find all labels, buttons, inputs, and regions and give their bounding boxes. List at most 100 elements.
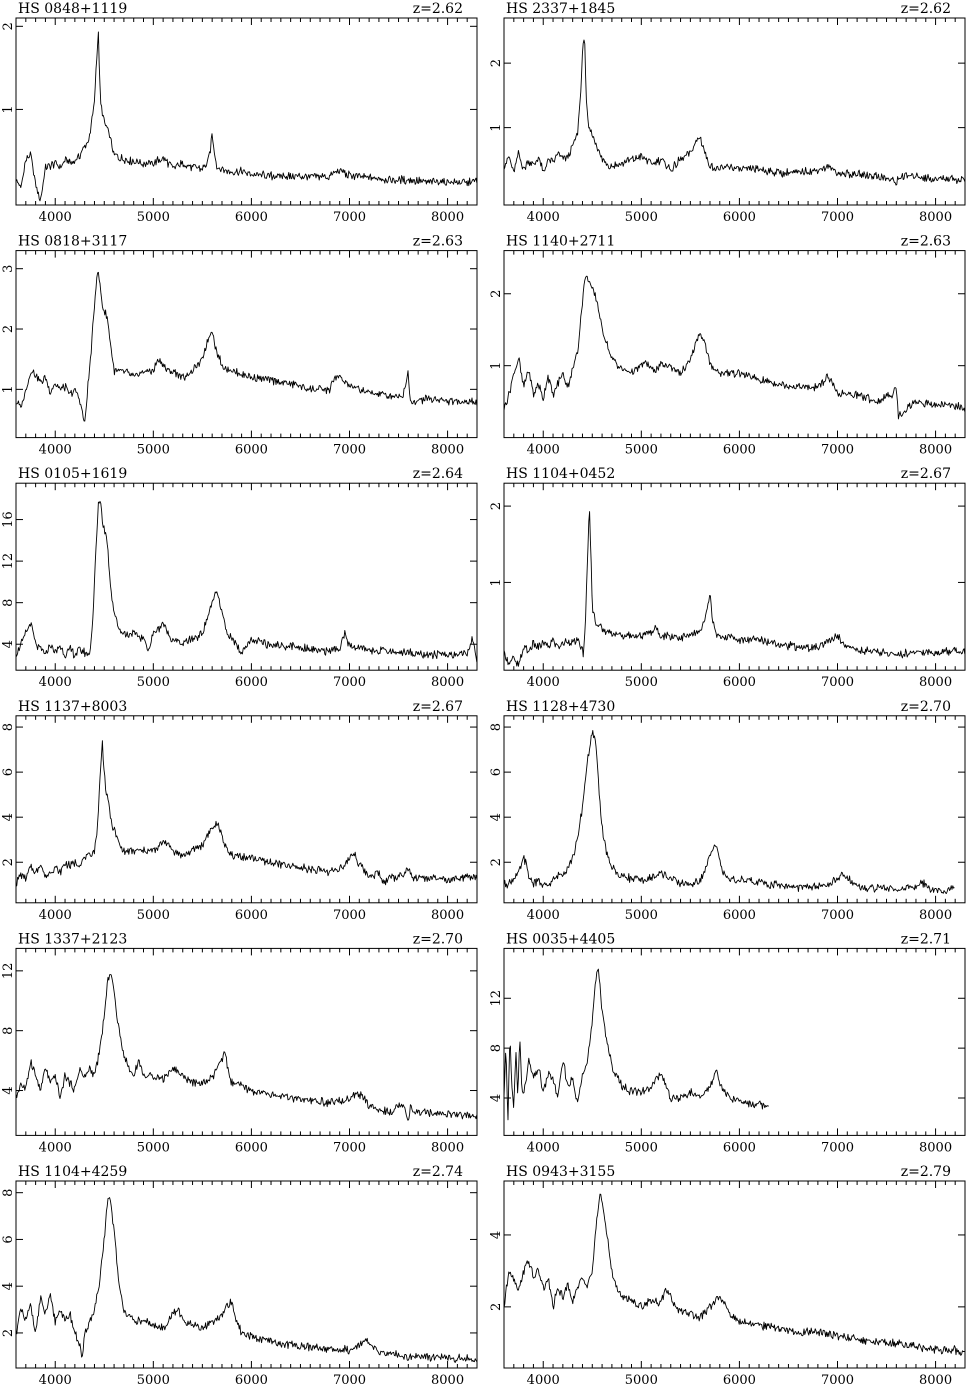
object-name: HS 1140+2711 xyxy=(506,234,615,250)
panel-frame xyxy=(15,715,478,904)
x-tick-label: 6000 xyxy=(723,1140,756,1155)
object-name: HS 0818+3117 xyxy=(18,234,127,250)
panel-frame xyxy=(503,1180,966,1369)
x-tick-label: 5000 xyxy=(137,1140,170,1155)
x-tick-label: 8000 xyxy=(919,210,952,225)
redshift-label: z=2.71 xyxy=(901,931,951,947)
y-tick-label: 4 xyxy=(1,813,16,821)
y-tick-label: 4 xyxy=(1,1086,16,1094)
x-tick-label: 5000 xyxy=(625,908,658,923)
x-tick-label: 7000 xyxy=(821,1140,854,1155)
object-name: HS 1128+4730 xyxy=(506,699,615,715)
panel-frame xyxy=(15,17,478,206)
spectrum-panel: HS 0818+3117 z=2.63 4000 5000 6000 7000 8000 1 2… xyxy=(1,234,478,458)
redshift-label: z=2.62 xyxy=(413,1,463,17)
spectrum-line xyxy=(503,39,966,186)
x-tick-label: 4000 xyxy=(39,1373,72,1386)
x-tick-label: 8000 xyxy=(919,675,952,690)
x-tick-label: 5000 xyxy=(137,443,170,458)
spectrum-line xyxy=(15,271,478,422)
y-tick-label: 1 xyxy=(489,123,504,131)
spectrum-line xyxy=(15,500,478,663)
y-tick-label: 6 xyxy=(1,768,16,776)
x-tick-label: 6000 xyxy=(235,908,268,923)
spectrum-panel: HS 1137+8003 z=2.67 4000 5000 6000 7000 8000 2 4… xyxy=(1,699,478,923)
panel-frame xyxy=(15,947,478,1136)
x-tick-label: 8000 xyxy=(919,1373,952,1386)
spectrum-line xyxy=(503,1193,965,1356)
x-tick-label: 8000 xyxy=(919,908,952,923)
y-tick-label: 4 xyxy=(1,640,16,648)
x-tick-label: 5000 xyxy=(625,675,658,690)
x-tick-label: 7000 xyxy=(821,908,854,923)
x-tick-label: 5000 xyxy=(625,1373,658,1386)
x-tick-label: 7000 xyxy=(821,1373,854,1386)
x-tick-label: 6000 xyxy=(235,210,268,225)
x-tick-label: 6000 xyxy=(723,675,756,690)
y-tick-label: 12 xyxy=(1,553,16,570)
spectrum-line xyxy=(15,974,478,1121)
x-tick-label: 4000 xyxy=(527,675,560,690)
y-tick-label: 12 xyxy=(1,963,16,980)
object-name: HS 1104+4259 xyxy=(18,1164,127,1180)
y-tick-label: 2 xyxy=(489,502,504,510)
spectrum-line xyxy=(15,740,478,887)
panel-frame xyxy=(15,250,478,439)
spectrum-line xyxy=(503,511,966,667)
redshift-label: z=2.67 xyxy=(901,466,951,482)
y-tick-label: 8 xyxy=(1,1027,16,1035)
x-tick-label: 6000 xyxy=(235,1373,268,1386)
x-tick-label: 6000 xyxy=(235,675,268,690)
panel-frame xyxy=(503,250,966,439)
spectrum-line xyxy=(15,31,478,202)
object-name: HS 1337+2123 xyxy=(18,931,127,947)
x-tick-label: 5000 xyxy=(137,675,170,690)
spectrum-line xyxy=(503,968,769,1121)
y-tick-label: 4 xyxy=(489,1094,504,1102)
object-name: HS 0848+1119 xyxy=(18,1,127,17)
redshift-label: z=2.74 xyxy=(413,1164,463,1180)
y-tick-label: 8 xyxy=(1,599,16,607)
x-tick-label: 8000 xyxy=(431,675,464,690)
x-tick-label: 6000 xyxy=(723,443,756,458)
x-tick-label: 7000 xyxy=(821,675,854,690)
y-tick-label: 4 xyxy=(489,1231,504,1239)
x-tick-label: 5000 xyxy=(625,443,658,458)
spectrum-line xyxy=(503,730,955,894)
x-tick-label: 4000 xyxy=(527,908,560,923)
spectrum-panel: HS 0105+1619 z=2.64 4000 5000 6000 7000 8000 4 8… xyxy=(1,466,478,690)
spectrum-panel: HS 1140+2711 z=2.63 4000 5000 6000 7000 8000 1 2 xyxy=(489,234,966,458)
y-tick-label: 4 xyxy=(489,813,504,821)
x-tick-label: 6000 xyxy=(235,1140,268,1155)
x-tick-label: 4000 xyxy=(527,443,560,458)
y-tick-label: 6 xyxy=(1,1235,16,1243)
x-tick-label: 8000 xyxy=(431,1140,464,1155)
y-tick-label: 2 xyxy=(1,858,16,866)
spectrum-panel: HS 1337+2123 z=2.70 4000 5000 6000 7000 8000 4 8… xyxy=(1,931,478,1155)
x-tick-label: 7000 xyxy=(821,210,854,225)
x-tick-label: 7000 xyxy=(333,1140,366,1155)
y-tick-label: 8 xyxy=(489,723,504,731)
y-tick-label: 4 xyxy=(1,1282,16,1290)
y-tick-label: 2 xyxy=(1,22,16,30)
y-tick-label: 6 xyxy=(489,768,504,776)
panel-frame xyxy=(15,482,478,671)
x-tick-label: 4000 xyxy=(527,1140,560,1155)
redshift-label: z=2.63 xyxy=(901,234,951,250)
y-tick-label: 1 xyxy=(489,362,504,370)
x-tick-label: 4000 xyxy=(527,1373,560,1386)
panel-frame xyxy=(15,1180,478,1369)
redshift-label: z=2.70 xyxy=(901,699,951,715)
redshift-label: z=2.70 xyxy=(413,931,463,947)
y-tick-label: 8 xyxy=(489,1044,504,1052)
panel-frame xyxy=(503,947,966,1136)
x-tick-label: 4000 xyxy=(39,675,72,690)
panel-frame xyxy=(503,17,966,206)
y-tick-label: 12 xyxy=(489,990,504,1007)
object-name: HS 1104+0452 xyxy=(506,466,615,482)
y-tick-label: 2 xyxy=(1,325,16,333)
panel-frame xyxy=(503,482,966,671)
x-tick-label: 5000 xyxy=(625,210,658,225)
x-tick-label: 5000 xyxy=(625,1140,658,1155)
